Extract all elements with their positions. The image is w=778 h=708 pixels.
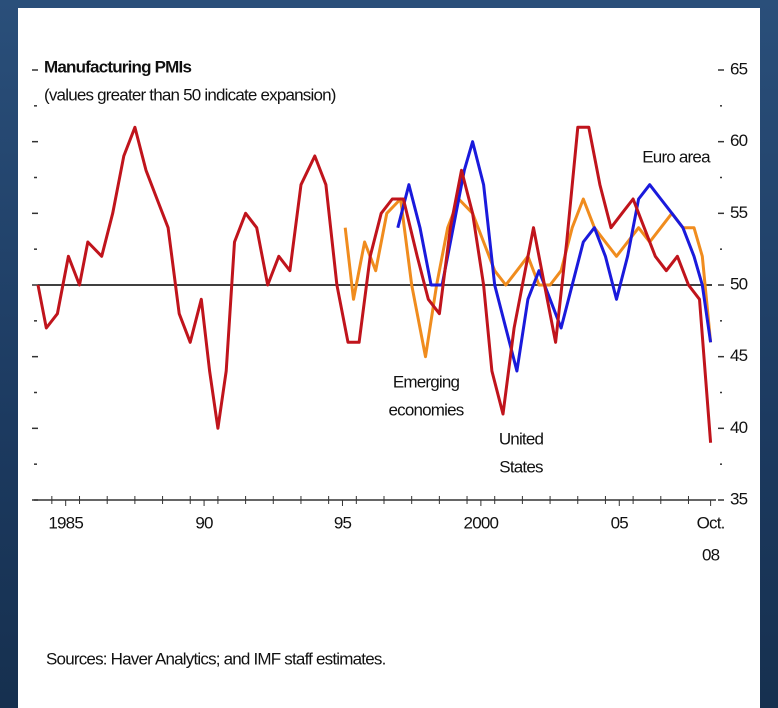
chart-subtitle: (values greater than 50 indicate expansi… — [44, 85, 336, 104]
series-label: economies — [388, 400, 463, 419]
y-tick-label: 40 — [730, 418, 748, 437]
y-tick-label: 45 — [730, 346, 748, 365]
chart-title: Manufacturing PMIs — [44, 57, 191, 76]
x-tick-label: Oct. — [697, 513, 725, 532]
series-label: Euro area — [642, 147, 711, 166]
x-tick-label: 90 — [195, 513, 213, 532]
y-tick-label: 35 — [730, 489, 748, 508]
source-note: Sources: Haver Analytics; and IMF staff … — [46, 649, 386, 668]
x-tick-label: 95 — [334, 513, 352, 532]
x-tick-label: 05 — [611, 513, 629, 532]
series-line — [36, 125, 713, 443]
y-tick-label: 65 — [730, 59, 748, 78]
y-tick-label: 50 — [730, 274, 748, 293]
y-tick-label: 60 — [730, 131, 748, 150]
x-tick-label: 08 — [702, 545, 720, 564]
x-tick-label: 1985 — [48, 513, 83, 532]
x-tick-label: 2000 — [464, 513, 499, 532]
series-label: States — [499, 457, 543, 476]
series-label: United — [499, 429, 544, 448]
series-label: Emerging — [393, 372, 460, 391]
y-tick-label: 55 — [730, 203, 748, 222]
panel — [18, 8, 760, 708]
series-line — [343, 197, 713, 359]
series-line — [396, 140, 713, 373]
